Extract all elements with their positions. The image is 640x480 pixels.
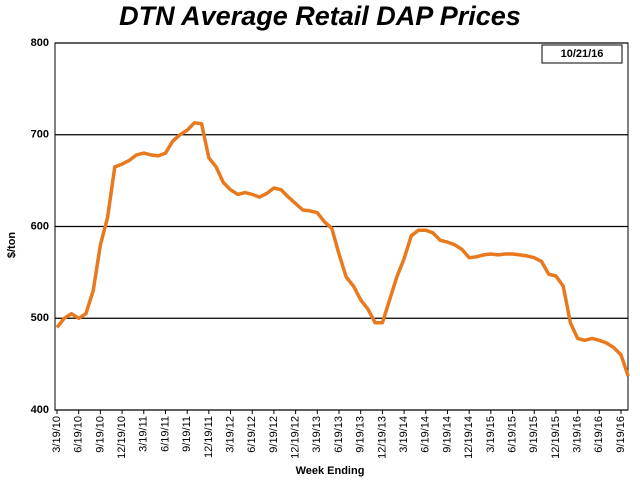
x-tick-label: 3/19/13	[311, 416, 323, 453]
x-tick-label: 9/19/14	[441, 416, 453, 453]
annotation-box	[541, 44, 623, 64]
x-tick-label: 9/19/15	[528, 416, 540, 453]
x-tick-label: 3/19/15	[485, 416, 497, 453]
x-tick-label: 9/19/11	[181, 416, 193, 452]
x-axis-label: Week Ending	[296, 465, 365, 477]
x-tick-label: 3/19/12	[224, 416, 236, 453]
x-tick-label: 12/19/10	[116, 416, 128, 459]
y-tick-label: 600	[31, 220, 49, 232]
x-tick-label: 6/19/16	[593, 416, 605, 453]
y-tick-label: 800	[31, 37, 49, 49]
x-tick-label: 12/19/11	[203, 416, 215, 458]
y-tick-label: 400	[31, 404, 49, 416]
x-tick-label: 6/19/15	[506, 416, 518, 453]
x-tick-label: 3/19/16	[572, 416, 584, 453]
x-tick-label: 9/19/16	[615, 416, 627, 453]
annotation: 10/21/16	[561, 48, 604, 60]
x-tick-label: 9/19/13	[355, 416, 367, 453]
x-tick-label: 12/19/14	[463, 416, 475, 459]
x-tick-label: 12/19/13	[376, 416, 388, 459]
y-tick-label: 700	[31, 129, 49, 141]
x-tick-label: 12/19/15	[550, 416, 562, 459]
y-tick-label: 500	[31, 312, 49, 324]
x-tick-label: 12/19/12	[290, 416, 302, 459]
x-tick-label: 6/19/11	[159, 416, 171, 452]
x-tick-label: 9/19/12	[268, 416, 280, 453]
x-tick-label: 6/19/12	[246, 416, 258, 453]
price-line	[55, 121, 630, 377]
x-tick-label: 6/19/10	[73, 416, 85, 453]
chart-title: DTN Average Retail DAP Prices	[119, 1, 521, 31]
x-tick-label: 6/19/14	[420, 416, 432, 453]
y-axis-label: $/ton	[6, 232, 18, 259]
x-tick-label: 9/19/10	[94, 416, 106, 453]
x-tick-label: 3/19/14	[398, 416, 410, 453]
x-tick-label: 6/19/13	[333, 416, 345, 453]
x-tick-label: 3/19/10	[51, 416, 63, 453]
x-tick-label: 3/19/11	[138, 416, 150, 452]
